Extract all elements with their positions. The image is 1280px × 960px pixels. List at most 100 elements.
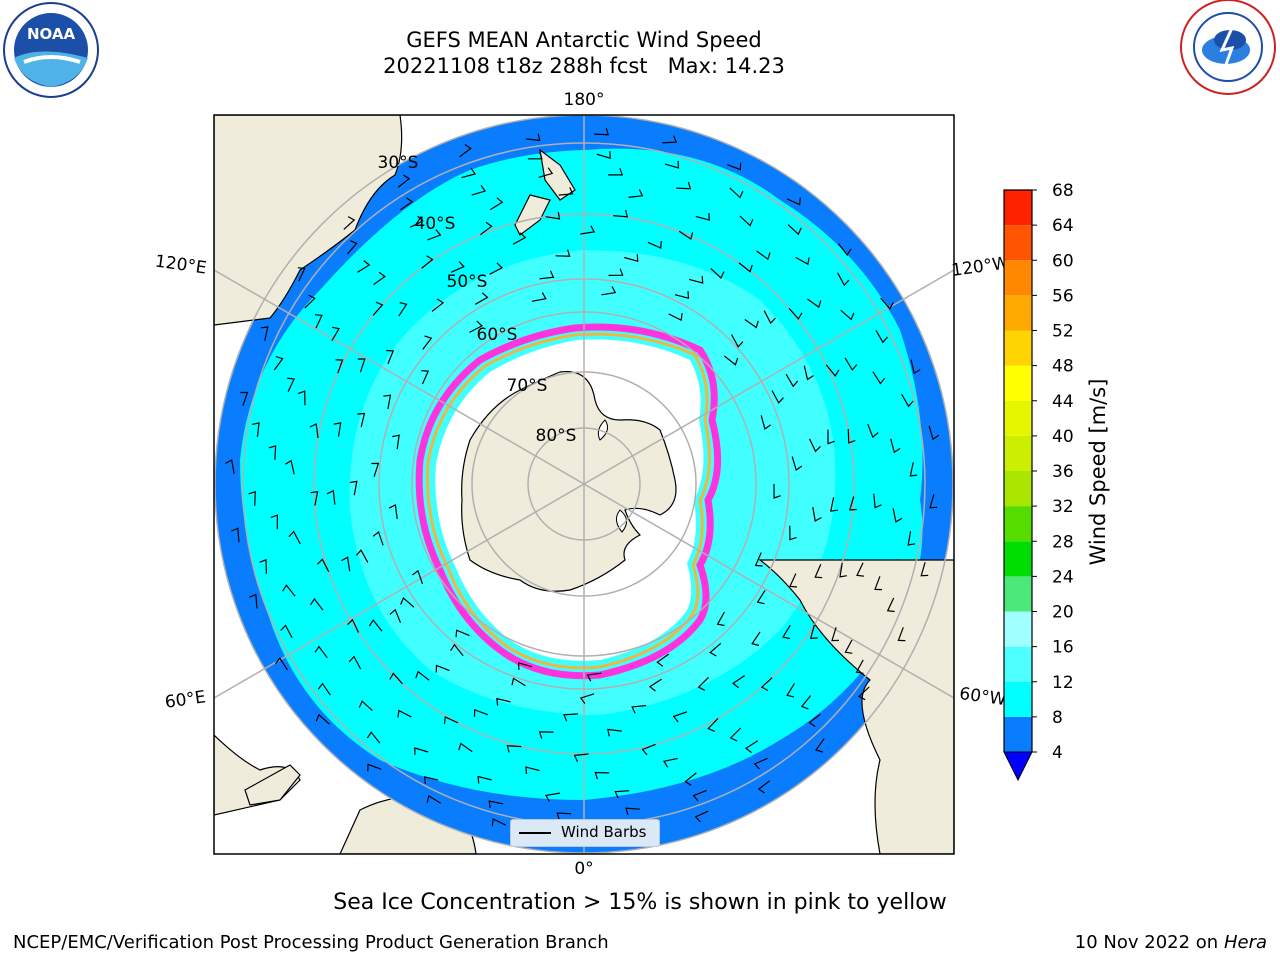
wind-barb [368, 619, 383, 632]
wind-barb [857, 686, 870, 701]
wind-barb [897, 627, 906, 642]
wind-barb [631, 704, 647, 714]
colorbar-segment [1004, 190, 1032, 226]
lon-label-0: 0° [574, 859, 593, 879]
wind-barb [538, 731, 554, 739]
wind-barb [789, 525, 797, 541]
wind-barb [782, 624, 791, 640]
wind-barb [275, 657, 288, 671]
wind-barb [664, 160, 680, 169]
colorbar-tick-label: 68 [1052, 181, 1074, 201]
wind-barb [477, 775, 492, 784]
wind-barb [800, 695, 812, 710]
wind-barb [473, 708, 489, 717]
lat-label-70s: 70°S [507, 376, 548, 396]
wind-barb [844, 357, 858, 371]
wind-barb [601, 286, 617, 296]
wind-barb [676, 181, 692, 190]
wind-barb [692, 789, 707, 802]
antarctica [461, 370, 677, 592]
wind-barb [231, 527, 240, 543]
colorbar-tick-label: 48 [1052, 357, 1074, 377]
wind-barb [814, 564, 823, 579]
wind-barb [886, 597, 895, 613]
wind-barb [358, 700, 373, 712]
wind-barb [641, 743, 656, 756]
wind-barb [357, 358, 366, 373]
wind-barb [808, 713, 821, 727]
wind-barb [648, 678, 662, 692]
wind-barb [555, 249, 571, 257]
wind-barb [373, 271, 386, 286]
wind-barb [458, 742, 473, 753]
wind-barb [450, 261, 465, 273]
wind-barb [335, 359, 344, 374]
wind-barb [744, 740, 759, 754]
wind-barb [786, 683, 796, 698]
wind-barb [422, 335, 433, 350]
wind-barb [517, 662, 533, 670]
colorbar-segment [1004, 295, 1032, 331]
wind-barb [856, 562, 865, 577]
colorbar-tick-label: 20 [1052, 603, 1074, 623]
wind-barb [838, 243, 852, 256]
colorbar-segment [1004, 435, 1032, 471]
colorbar-segment [1004, 400, 1032, 436]
colorbar-label: Wind Speed [m/s] [1086, 379, 1110, 566]
wind-barb [331, 326, 340, 342]
wind-barb [756, 589, 766, 605]
colorbar-segment [1004, 576, 1032, 612]
wind-barb [310, 597, 324, 611]
wind-barb [545, 792, 560, 802]
wind-barb [400, 596, 415, 608]
wind-barb [249, 593, 258, 609]
wind-barb [398, 302, 408, 317]
wind-barb [397, 174, 411, 188]
wind-barb [423, 776, 439, 784]
wind-barb [791, 456, 803, 471]
wind-barb [729, 187, 744, 199]
wind-barb [684, 772, 697, 786]
wind-barb [355, 549, 369, 563]
wind-barb [314, 314, 323, 329]
colorbar-segment [1004, 471, 1032, 507]
wind-barb [839, 563, 848, 578]
wind-barb [471, 185, 487, 196]
wind-barb [409, 215, 424, 228]
colorbar-tick-label: 56 [1052, 286, 1074, 306]
wind-barb [840, 309, 855, 321]
wind-barb [674, 291, 690, 299]
wind-barb [662, 135, 678, 144]
wind-barb [556, 812, 572, 820]
wind-barb [907, 530, 916, 546]
wind-barb [469, 320, 483, 333]
wind-barb [558, 187, 574, 196]
wind-barb [608, 168, 624, 176]
wind-barb [727, 162, 742, 171]
noaa-logo-text: NOAA [27, 25, 76, 43]
wind-barb [310, 490, 319, 506]
lat-label-40s: 40°S [415, 214, 456, 234]
colorbar-segment [1004, 646, 1032, 682]
wind-barb [315, 713, 330, 725]
wind-barb [400, 197, 414, 211]
wind-barb [341, 556, 351, 572]
wind-barb [795, 256, 810, 266]
wind-barb [754, 552, 763, 567]
colorbar-tick-label: 52 [1052, 322, 1074, 342]
wind-barb [563, 713, 579, 722]
wind-barb [333, 422, 342, 437]
wind-barb [435, 664, 450, 673]
wind-barb [624, 254, 639, 262]
lat-label-60s: 60°S [477, 325, 518, 345]
lon-label-180: 180° [564, 90, 605, 110]
credit-date: 10 Nov 2022 on Hera [1075, 932, 1267, 953]
wind-barb [525, 133, 541, 142]
lon-label-120e: 120°E [154, 252, 208, 279]
wind-barb [372, 301, 384, 316]
wind-barb [678, 230, 694, 240]
wind-barb [392, 434, 400, 450]
lon-label-60w: 60°W [958, 684, 1007, 710]
wind-barb [545, 211, 561, 220]
